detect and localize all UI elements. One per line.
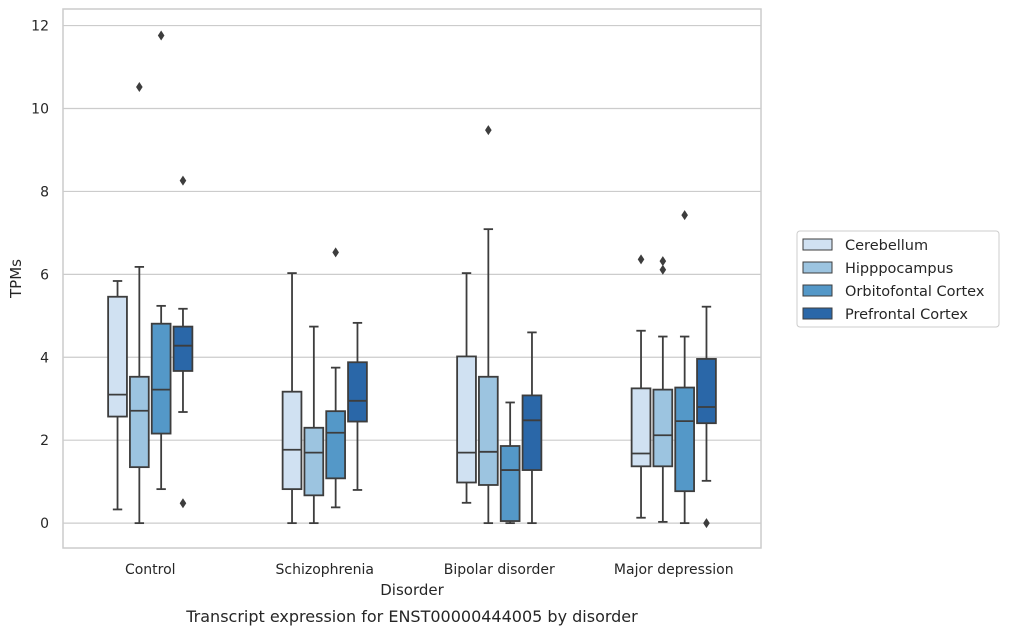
x-tick-label: Major depression bbox=[614, 562, 734, 578]
box bbox=[521, 394, 543, 471]
box bbox=[347, 361, 368, 423]
outlier-point bbox=[179, 498, 187, 509]
box-group bbox=[303, 325, 325, 525]
outlier-point bbox=[637, 254, 645, 265]
outlier-point bbox=[485, 125, 492, 136]
box-group bbox=[347, 321, 368, 491]
outlier-point bbox=[332, 247, 339, 258]
box-group bbox=[652, 256, 674, 523]
legend-label: Cerebellum bbox=[845, 238, 928, 254]
x-tick-label: Bipolar disorder bbox=[444, 562, 555, 578]
box bbox=[478, 375, 499, 486]
outlier-point bbox=[659, 256, 667, 267]
box-group bbox=[630, 254, 652, 519]
y-tick-label: 4 bbox=[40, 350, 49, 366]
box bbox=[652, 388, 674, 468]
box bbox=[172, 325, 194, 372]
y-tick-label: 12 bbox=[31, 19, 49, 35]
outlier-point bbox=[659, 264, 667, 275]
outlier-point bbox=[681, 210, 688, 221]
x-axis-label: Disorder bbox=[380, 581, 444, 599]
legend-label: Orbitofontal Cortex bbox=[845, 284, 985, 300]
box-group bbox=[172, 175, 194, 509]
box bbox=[325, 410, 346, 480]
legend-swatch bbox=[802, 261, 833, 274]
y-tick-label: 2 bbox=[40, 433, 49, 449]
x-tick-label: Schizophrenia bbox=[276, 562, 374, 578]
chart-caption: Transcript expression for ENST0000044400… bbox=[185, 607, 638, 626]
y-tick-label: 8 bbox=[40, 184, 49, 200]
box-group bbox=[325, 247, 346, 509]
box bbox=[303, 426, 325, 497]
outlier-point bbox=[703, 518, 710, 529]
box-group bbox=[478, 125, 499, 525]
box-group bbox=[107, 280, 128, 511]
legend-label: Prefrontal Cortex bbox=[845, 307, 968, 323]
y-tick-label: 10 bbox=[31, 102, 49, 118]
outlier-point bbox=[157, 30, 165, 41]
legend-label: Hipppocampus bbox=[845, 261, 953, 277]
box-group bbox=[150, 30, 172, 491]
box-group bbox=[129, 81, 150, 525]
box bbox=[150, 322, 172, 435]
box-group bbox=[499, 401, 521, 525]
legend-swatch bbox=[802, 284, 833, 297]
y-axis-ticks: 0 2 4 6 8 10 12 bbox=[31, 19, 49, 533]
x-axis-ticks: Control Schizophrenia Bipolar disorder Majo… bbox=[125, 562, 734, 578]
box-group bbox=[456, 272, 477, 504]
box-layer bbox=[107, 30, 717, 529]
box-group bbox=[521, 331, 543, 525]
box-group bbox=[696, 305, 717, 529]
box bbox=[499, 445, 521, 522]
plot-area-frame bbox=[62, 8, 762, 549]
legend-swatch bbox=[802, 307, 833, 320]
legend-frame bbox=[796, 230, 1000, 328]
x-tick-label: Control bbox=[125, 562, 176, 578]
y-axis-label: TPMs bbox=[7, 259, 25, 299]
box bbox=[456, 355, 477, 484]
box bbox=[281, 390, 303, 491]
box-group bbox=[281, 272, 303, 525]
box bbox=[630, 387, 652, 468]
legend-swatch bbox=[802, 238, 833, 251]
legend: Cerebellum Hipppocampus Orbitofontal Corte… bbox=[796, 230, 1000, 328]
box bbox=[129, 375, 150, 469]
y-tick-label: 0 bbox=[40, 516, 49, 532]
box-group bbox=[674, 210, 695, 525]
y-tick-label: 6 bbox=[40, 267, 49, 283]
outlier-point bbox=[136, 81, 143, 92]
outlier-point bbox=[179, 175, 187, 186]
box bbox=[674, 386, 695, 493]
box bbox=[696, 358, 717, 425]
box bbox=[107, 295, 128, 418]
